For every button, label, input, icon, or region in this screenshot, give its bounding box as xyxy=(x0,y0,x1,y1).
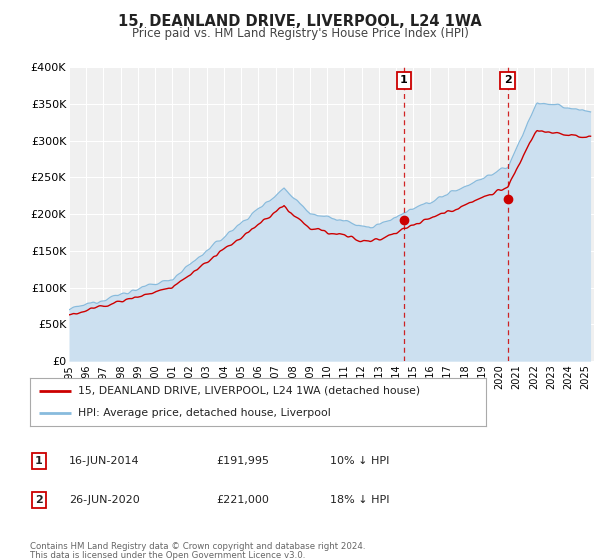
Text: 16-JUN-2014: 16-JUN-2014 xyxy=(69,456,140,466)
Text: £221,000: £221,000 xyxy=(216,495,269,505)
Text: Contains HM Land Registry data © Crown copyright and database right 2024.: Contains HM Land Registry data © Crown c… xyxy=(30,542,365,550)
Text: £191,995: £191,995 xyxy=(216,456,269,466)
Text: 18% ↓ HPI: 18% ↓ HPI xyxy=(330,495,389,505)
Text: 15, DEANLAND DRIVE, LIVERPOOL, L24 1WA (detached house): 15, DEANLAND DRIVE, LIVERPOOL, L24 1WA (… xyxy=(78,386,420,396)
Text: 1: 1 xyxy=(400,76,408,86)
Text: 2: 2 xyxy=(35,495,43,505)
Text: 26-JUN-2020: 26-JUN-2020 xyxy=(69,495,140,505)
Text: 2: 2 xyxy=(504,76,511,86)
Text: 1: 1 xyxy=(35,456,43,466)
Text: Price paid vs. HM Land Registry's House Price Index (HPI): Price paid vs. HM Land Registry's House … xyxy=(131,27,469,40)
Text: 10% ↓ HPI: 10% ↓ HPI xyxy=(330,456,389,466)
Text: 15, DEANLAND DRIVE, LIVERPOOL, L24 1WA: 15, DEANLAND DRIVE, LIVERPOOL, L24 1WA xyxy=(118,14,482,29)
Text: HPI: Average price, detached house, Liverpool: HPI: Average price, detached house, Live… xyxy=(78,408,331,418)
Text: This data is licensed under the Open Government Licence v3.0.: This data is licensed under the Open Gov… xyxy=(30,551,305,560)
